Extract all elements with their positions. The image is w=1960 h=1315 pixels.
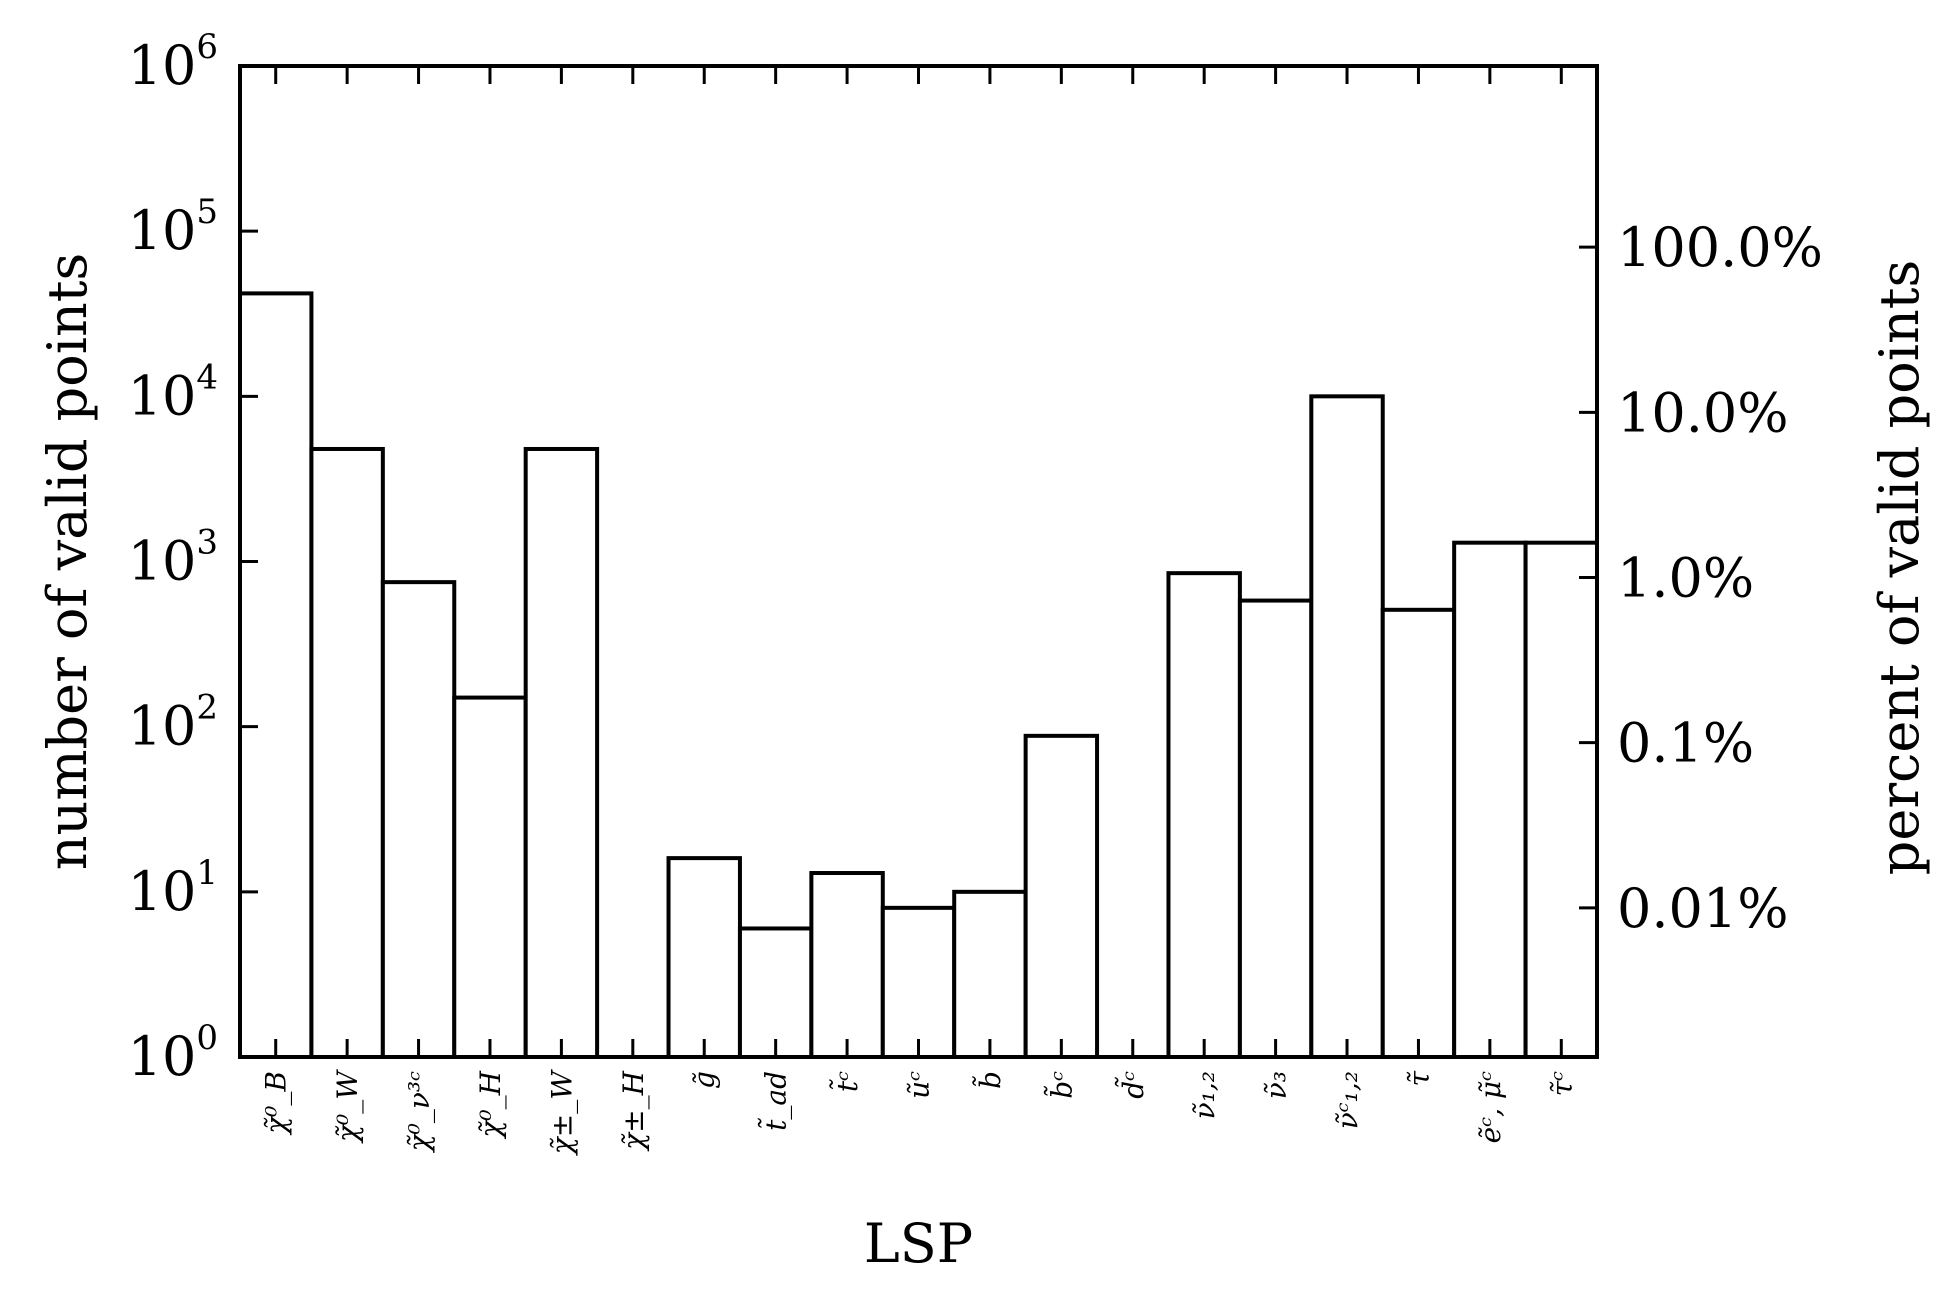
y-tick-label: 101 [128,853,218,923]
bar [523,446,600,1060]
bar [952,889,1028,1059]
x-axis: χ̃⁰_B χ̃⁰_W χ̃⁰_ν³ᶜ χ̃⁰_H χ̃±_W χ̃±_H g̃ t̃_ad t… [260,66,1578,1156]
bar [809,871,885,1059]
x-tick-label: b̃ᶜ [1043,1071,1078,1099]
x-tick-label: ν̃₁,₂ [1188,1071,1221,1119]
x-tick-label: g̃ [688,1071,721,1089]
x-tick-label: χ̃±_H [617,1070,650,1151]
x-axis-title: LSP [864,1212,973,1275]
x-tick-label: t̃_ad [758,1071,793,1131]
x-tick-label: t̃ᶜ [829,1071,864,1092]
left-axis: 100 101 102 103 104 105 106 [128,27,258,1088]
right-axis: 0.01% 0.1% 1.0% 10.0% 100.0% [1579,216,1823,940]
bar [1523,540,1600,1059]
bar [1237,598,1314,1059]
y-axis-title: number of valid points [36,253,99,870]
bar [1309,394,1385,1060]
x-tick-label: d̃ᶜ [1115,1071,1150,1099]
x-tick-label: χ̃±_W [545,1069,578,1156]
x-tick-label: τ̃ [1402,1071,1435,1087]
bar [737,926,814,1059]
x-tick-label: ũᶜ [903,1071,936,1099]
bar [1452,540,1528,1059]
x-tick-label: ν̃₃ [1260,1071,1293,1099]
bars-layer [238,291,1600,1060]
y-tick-label: 106 [128,27,218,97]
y-tick-label-right: 1.0% [1617,547,1754,610]
x-tick-label: b̃ [972,1071,1007,1089]
y-tick-label-right: 10.0% [1617,381,1789,444]
bar [238,291,314,1059]
y-tick-label: 104 [128,357,218,427]
x-tick-label: χ̃⁰_B [260,1071,293,1136]
bar [666,856,742,1059]
bar [309,446,385,1060]
x-tick-label: χ̃⁰_ν³ᶜ [403,1071,436,1153]
x-tick-label: χ̃⁰_W [331,1069,364,1144]
x-tick-label: χ̃⁰_H [474,1070,507,1139]
y-tick-label: 100 [128,1018,218,1088]
y-tick-label: 102 [128,688,218,758]
x-tick-label: ν̃ᶜ₁,₂ [1331,1071,1364,1129]
y-tick-label-right: 0.1% [1617,712,1754,775]
y-tick-label-right: 0.01% [1617,877,1789,940]
y-tick-label: 105 [128,192,218,262]
y-tick-label: 103 [128,523,218,593]
y-axis-title-right: percent of valid points [1868,260,1931,875]
bar [452,695,528,1059]
bar [1380,607,1457,1060]
bar [880,905,957,1060]
x-tick-label: τ̃ᶜ [1545,1071,1578,1096]
bar [380,580,457,1060]
bar [1023,733,1100,1060]
x-tick-label: ẽᶜ, μ̃ᶜ [1474,1071,1507,1143]
y-tick-label-right: 100.0% [1617,216,1823,279]
bar [1166,571,1242,1059]
